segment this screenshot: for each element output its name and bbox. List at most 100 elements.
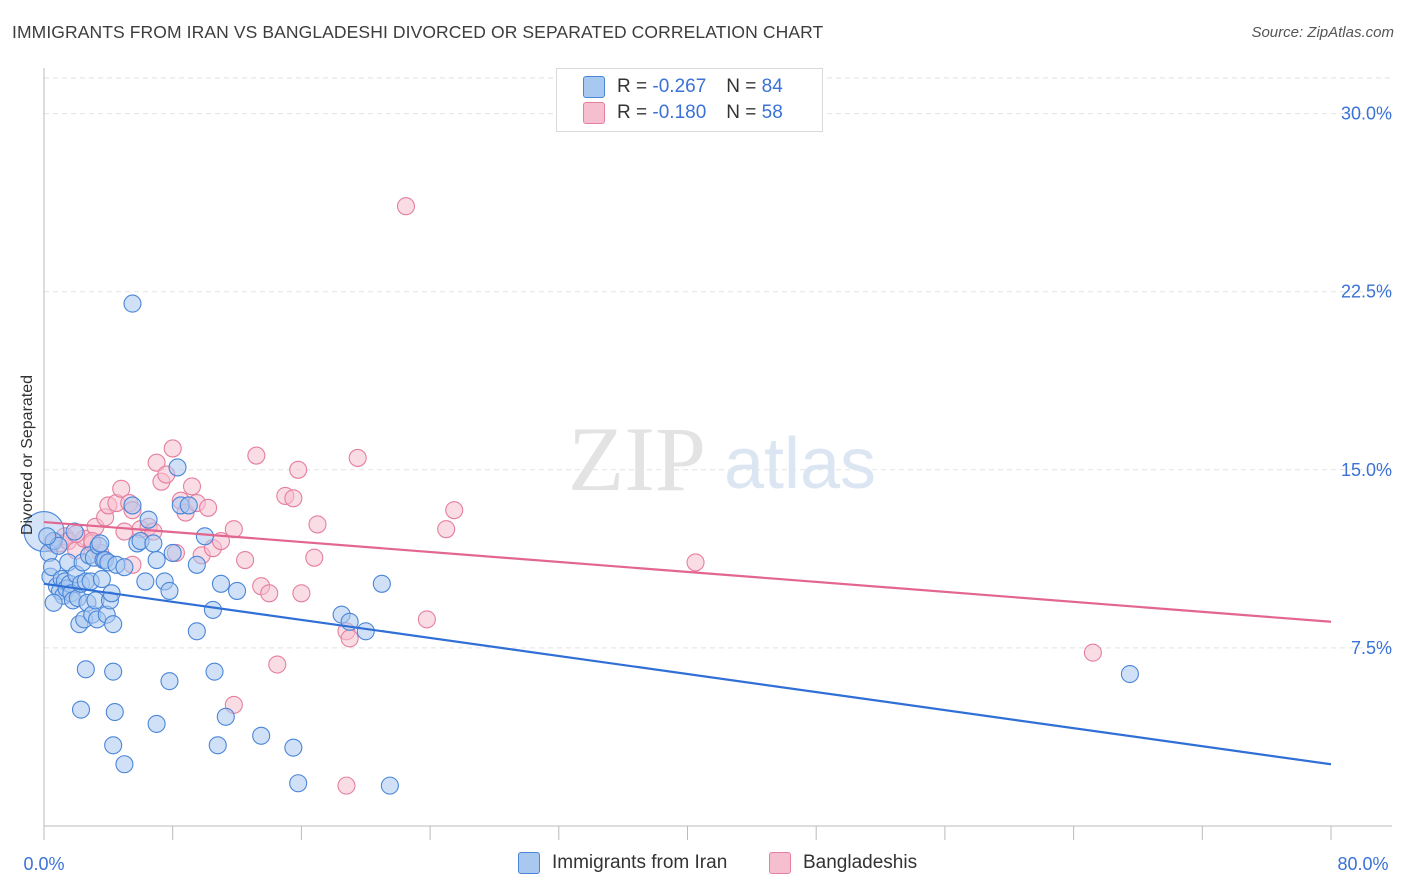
bangladeshis-point [337, 776, 356, 795]
x-tick-label: 0.0% [23, 854, 64, 874]
x-tick-label: 80.0% [1337, 854, 1388, 874]
iran-point [252, 726, 271, 745]
bangladeshis-trend-line [43, 520, 1332, 623]
iran-point [115, 558, 134, 577]
iran-point [104, 736, 123, 755]
iran-r-value: -0.267 [652, 76, 707, 97]
iran-point [284, 738, 303, 757]
bangladeshis-point [308, 515, 327, 534]
iran-point [372, 574, 391, 593]
iran-point [147, 550, 166, 570]
bangladeshis-point [1083, 643, 1102, 662]
r-label: R = [617, 102, 648, 123]
series-legend: Immigrants from Iran Bangladeshis [0, 852, 1406, 876]
n-label: N = [726, 76, 757, 97]
y-tick-label: 7.5% [1351, 638, 1392, 658]
bangladeshis-point [348, 448, 367, 467]
bangladeshis-r-value: -0.180 [652, 102, 707, 123]
legend-label-bangladeshis: Bangladeshis [803, 852, 918, 873]
legend-item-bangladeshis[interactable]: Bangladeshis [769, 852, 917, 874]
iran-point [123, 294, 142, 313]
bangladeshis-point [396, 197, 416, 216]
y-tick-label: 22.5% [1341, 282, 1392, 302]
iran-point [179, 496, 198, 515]
iran-point [289, 774, 308, 793]
iran-point [139, 510, 158, 529]
iran-point [208, 736, 227, 755]
iran-point [123, 496, 142, 515]
iran-point [76, 660, 95, 679]
bangladeshis-point [292, 584, 311, 603]
bangladeshis-point [247, 446, 266, 465]
iran-point [1120, 664, 1139, 684]
iran-point [65, 522, 84, 541]
bangladeshis-point [340, 629, 359, 648]
iran-point [38, 527, 57, 546]
iran-point [203, 600, 222, 619]
axes [43, 68, 1392, 840]
bangladeshis-point [147, 453, 166, 472]
bangladeshis-point [686, 553, 705, 572]
iran-point [216, 707, 235, 726]
iran-point [211, 574, 231, 593]
iran-point [168, 458, 187, 477]
legend-row-iran: R = -0.267 N = 84 [583, 75, 783, 99]
stats-legend: R = -0.267 N = 84 R = -0.180 N = 58 [556, 68, 823, 132]
bangladeshis-point [305, 548, 324, 567]
n-label: N = [726, 102, 757, 123]
iran-n-value: 84 [761, 76, 783, 97]
iran-point [160, 581, 179, 600]
iran-swatch [583, 76, 605, 98]
iran-point [205, 662, 224, 681]
iran-points [23, 294, 1139, 795]
iran-trend-line [43, 582, 1332, 766]
iran-point [160, 672, 179, 691]
bangladeshis-point [224, 520, 243, 539]
bangladeshis-point [417, 610, 436, 629]
bangladeshis-point [163, 439, 182, 458]
iran-point [187, 555, 206, 574]
watermark-atlas: atlas [724, 424, 876, 504]
r-label: R = [617, 76, 648, 97]
bangladeshis-n-value: 58 [761, 102, 783, 123]
iran-point [187, 622, 206, 641]
iran-point [195, 527, 214, 546]
iran-swatch [518, 852, 540, 874]
trend-lines [43, 520, 1332, 766]
iran-point [91, 534, 110, 553]
legend-row-bangladeshis: R = -0.180 N = 58 [583, 101, 783, 125]
source-label: Source: ZipAtlas.com [1251, 24, 1394, 41]
bangladeshis-point [445, 501, 464, 520]
bangladeshis-point [182, 477, 202, 496]
iran-point [163, 543, 182, 562]
bangladeshis-point [199, 498, 218, 517]
bangladeshis-point [289, 460, 308, 479]
watermark: ZIP atlas [568, 408, 876, 510]
bangladeshis-point [284, 489, 303, 508]
bangladeshis-point [260, 584, 279, 603]
legend-label-iran: Immigrants from Iran [552, 852, 728, 873]
iran-point [105, 702, 124, 722]
iran-point [71, 700, 91, 719]
iran-point [104, 615, 123, 634]
bangladeshis-point [437, 520, 456, 539]
bangladeshis-point [112, 479, 131, 498]
iran-point [356, 622, 375, 641]
iran-point [380, 776, 399, 795]
bangladeshis-point [268, 655, 287, 674]
bangladeshis-swatch [583, 102, 605, 124]
iran-point [104, 662, 123, 681]
iran-point [147, 714, 166, 733]
watermark-zip: ZIP [568, 408, 706, 510]
y-tick-label: 15.0% [1341, 460, 1392, 480]
iran-point [144, 534, 163, 553]
bangladeshis-point [236, 550, 255, 570]
bangladeshis-point [115, 522, 134, 541]
iran-point [228, 581, 247, 600]
y-tick-label: 30.0% [1341, 104, 1392, 124]
legend-item-iran[interactable]: Immigrants from Iran [518, 852, 727, 874]
iran-point [136, 572, 155, 591]
iran-point [92, 569, 111, 589]
iran-point [44, 593, 63, 612]
